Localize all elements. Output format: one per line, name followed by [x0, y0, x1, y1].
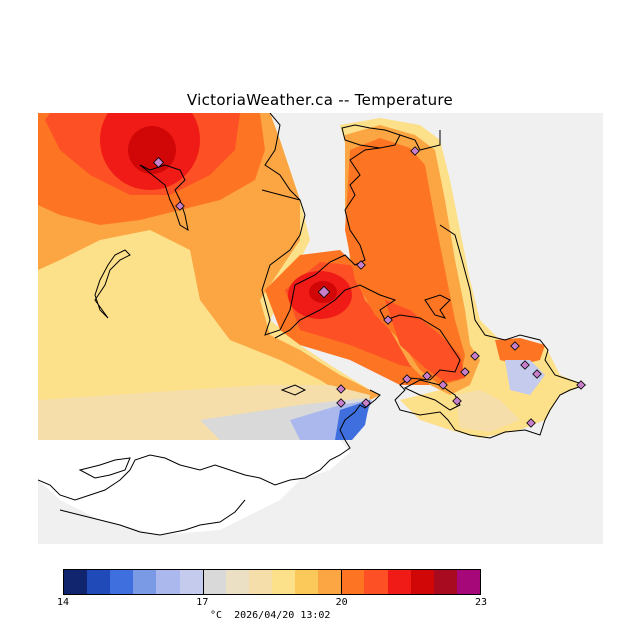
station-marker[interactable]	[361, 398, 371, 408]
colorbar-swatch	[456, 570, 480, 594]
colorbar-tick-label: 17	[196, 597, 209, 608]
station-marker[interactable]	[383, 315, 393, 325]
colorbar-tick-label: 14	[56, 597, 70, 608]
unplotted-land	[38, 440, 350, 535]
station-marker[interactable]	[410, 146, 420, 156]
colorbar-swatch	[225, 570, 249, 594]
station-marker[interactable]	[152, 156, 165, 169]
field-east-tip	[495, 338, 545, 365]
station-marker[interactable]	[526, 418, 536, 428]
colorbar-swatch	[410, 570, 434, 594]
colorbar-swatch	[387, 570, 411, 594]
colorbar-divider	[341, 570, 343, 594]
map-title: VictoriaWeather.ca -- Temperature	[186, 91, 454, 109]
colorbar-tick-label: 20	[335, 597, 348, 608]
station-marker[interactable]	[510, 341, 520, 351]
map-plot-area	[38, 113, 603, 544]
colorbar-swatch	[364, 570, 388, 594]
station-marker[interactable]	[356, 260, 366, 270]
station-marker[interactable]	[532, 369, 542, 379]
unit-label: °C	[210, 610, 223, 621]
colorbar-swatch	[271, 570, 296, 594]
coastlines	[38, 113, 587, 536]
field-east-south-18	[455, 390, 520, 432]
station-marker[interactable]	[336, 398, 346, 408]
station-marker[interactable]	[470, 351, 480, 361]
station-marker[interactable]	[402, 374, 412, 384]
station-marker[interactable]	[317, 285, 331, 299]
station-marker[interactable]	[460, 367, 470, 377]
colorbar-swatch	[318, 570, 342, 594]
colorbar-swatch	[295, 570, 319, 594]
colorbar-swatch	[248, 570, 272, 594]
station-marker[interactable]	[576, 380, 586, 390]
colorbar-swatch	[133, 570, 157, 594]
colorbar-tick-label: 23	[474, 597, 488, 608]
station-marker[interactable]	[336, 384, 346, 394]
map-footer: °C 2026/04/20 13:02	[210, 610, 330, 621]
station-marker[interactable]	[175, 201, 185, 211]
colorbar	[63, 569, 481, 595]
field-core-north	[128, 126, 176, 174]
timestamp-label: 2026/04/20 13:02	[234, 610, 331, 621]
colorbar-swatch	[202, 570, 226, 594]
field-east-cool	[505, 360, 545, 395]
colorbar-swatch	[433, 570, 457, 594]
station-marker[interactable]	[452, 396, 462, 406]
colorbar-swatch	[156, 570, 180, 594]
station-markers	[152, 146, 586, 428]
colorbar-swatch	[179, 570, 203, 594]
station-marker[interactable]	[520, 360, 530, 370]
colorbar-swatch	[64, 570, 88, 594]
field-east-215	[385, 300, 465, 382]
colorbar-swatch	[341, 570, 365, 594]
field-band-15	[335, 400, 370, 440]
colorbar-swatch	[87, 570, 111, 594]
colorbar-swatch	[110, 570, 134, 594]
field-east-21	[345, 138, 465, 385]
station-marker[interactable]	[422, 371, 432, 381]
station-marker[interactable]	[438, 380, 448, 390]
colorbar-divider	[202, 570, 204, 594]
